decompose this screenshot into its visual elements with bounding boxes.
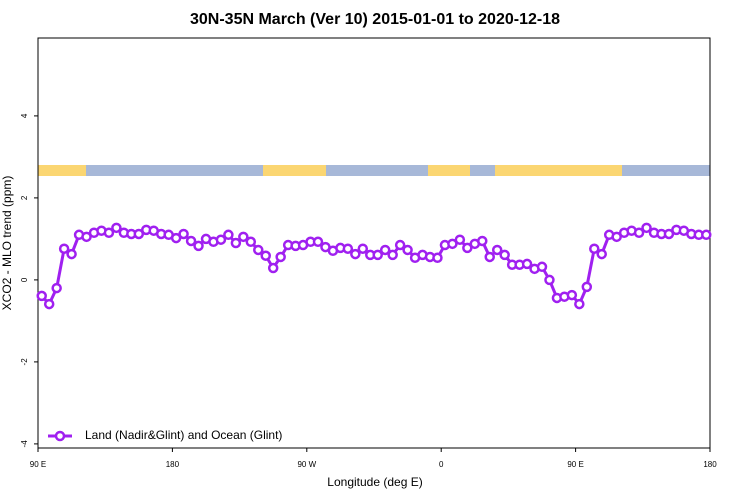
data-point bbox=[544, 274, 555, 286]
data-point bbox=[379, 244, 391, 256]
y-tick-label: -4 bbox=[20, 440, 29, 448]
chart-title: 30N-35N March (Ver 10) 2015-01-01 to 202… bbox=[190, 11, 560, 28]
data-point bbox=[581, 281, 593, 293]
data-point bbox=[230, 237, 242, 249]
data-point bbox=[387, 249, 398, 261]
y-axis-label: XCO2 - MLO trend (ppm) bbox=[0, 176, 14, 311]
data-point bbox=[454, 234, 466, 245]
data-point bbox=[357, 243, 369, 254]
data-point bbox=[111, 222, 122, 234]
land bbox=[38, 165, 86, 176]
x-axis-label: Longitude (deg E) bbox=[327, 475, 422, 489]
data-point bbox=[447, 238, 458, 250]
land-mask bbox=[38, 165, 710, 176]
data-point bbox=[253, 244, 264, 256]
data-point bbox=[633, 227, 645, 238]
data-point bbox=[245, 236, 257, 248]
x-tick-label: 0 bbox=[439, 460, 444, 469]
x-tick-label: 180 bbox=[703, 460, 717, 469]
legend-marker bbox=[54, 430, 66, 442]
data-point bbox=[402, 244, 413, 256]
ocean bbox=[86, 165, 263, 176]
data-point bbox=[477, 235, 488, 247]
data-point bbox=[81, 231, 92, 243]
y-tick-label: 0 bbox=[20, 277, 29, 282]
data-point bbox=[462, 242, 473, 254]
data-point bbox=[223, 229, 234, 241]
data-point bbox=[350, 248, 361, 260]
data-point bbox=[312, 236, 324, 248]
y-tick-label: 2 bbox=[20, 195, 29, 200]
land bbox=[263, 165, 326, 176]
data-point bbox=[185, 235, 197, 247]
y-tick-label: -2 bbox=[20, 358, 29, 366]
x-tick-label: 90 W bbox=[297, 460, 316, 469]
data-point bbox=[574, 298, 585, 310]
data-point bbox=[663, 228, 675, 240]
legend-label: Land (Nadir&Glint) and Ocean (Glint) bbox=[85, 428, 282, 442]
data-point bbox=[51, 282, 62, 294]
data-point bbox=[499, 249, 510, 261]
data-point bbox=[589, 243, 600, 254]
data-point bbox=[342, 243, 354, 254]
data-point bbox=[521, 258, 533, 270]
data-point bbox=[103, 227, 115, 238]
data-point bbox=[170, 232, 182, 244]
data-point bbox=[36, 290, 47, 302]
ocean bbox=[622, 165, 710, 176]
y-tick-label: 4 bbox=[20, 113, 29, 118]
data-point bbox=[536, 261, 548, 273]
data-point bbox=[491, 244, 503, 256]
data-point bbox=[596, 248, 607, 260]
land bbox=[495, 165, 622, 176]
data-point bbox=[701, 229, 712, 241]
data-point bbox=[58, 243, 70, 254]
data-point bbox=[238, 231, 249, 243]
plot-frame bbox=[37, 37, 711, 449]
data-point bbox=[394, 239, 406, 251]
data-point bbox=[260, 250, 271, 261]
data-point bbox=[484, 251, 495, 263]
data-point bbox=[372, 249, 383, 261]
data-point bbox=[566, 289, 578, 301]
data-point bbox=[215, 234, 227, 245]
ocean bbox=[326, 165, 428, 176]
data-point bbox=[267, 262, 279, 274]
data-point bbox=[66, 248, 77, 260]
ocean bbox=[470, 165, 495, 176]
x-tick-label: 90 E bbox=[30, 460, 46, 469]
x-tick-label: 90 E bbox=[567, 460, 583, 469]
data-point bbox=[133, 228, 145, 240]
x-tick-label: 180 bbox=[166, 460, 180, 469]
data-point bbox=[275, 251, 286, 263]
data-point bbox=[432, 252, 443, 264]
data-point bbox=[611, 231, 622, 243]
land bbox=[428, 165, 470, 176]
data-point bbox=[178, 228, 189, 240]
data-point bbox=[193, 240, 204, 252]
data-point bbox=[641, 222, 652, 234]
data-point bbox=[43, 298, 55, 310]
